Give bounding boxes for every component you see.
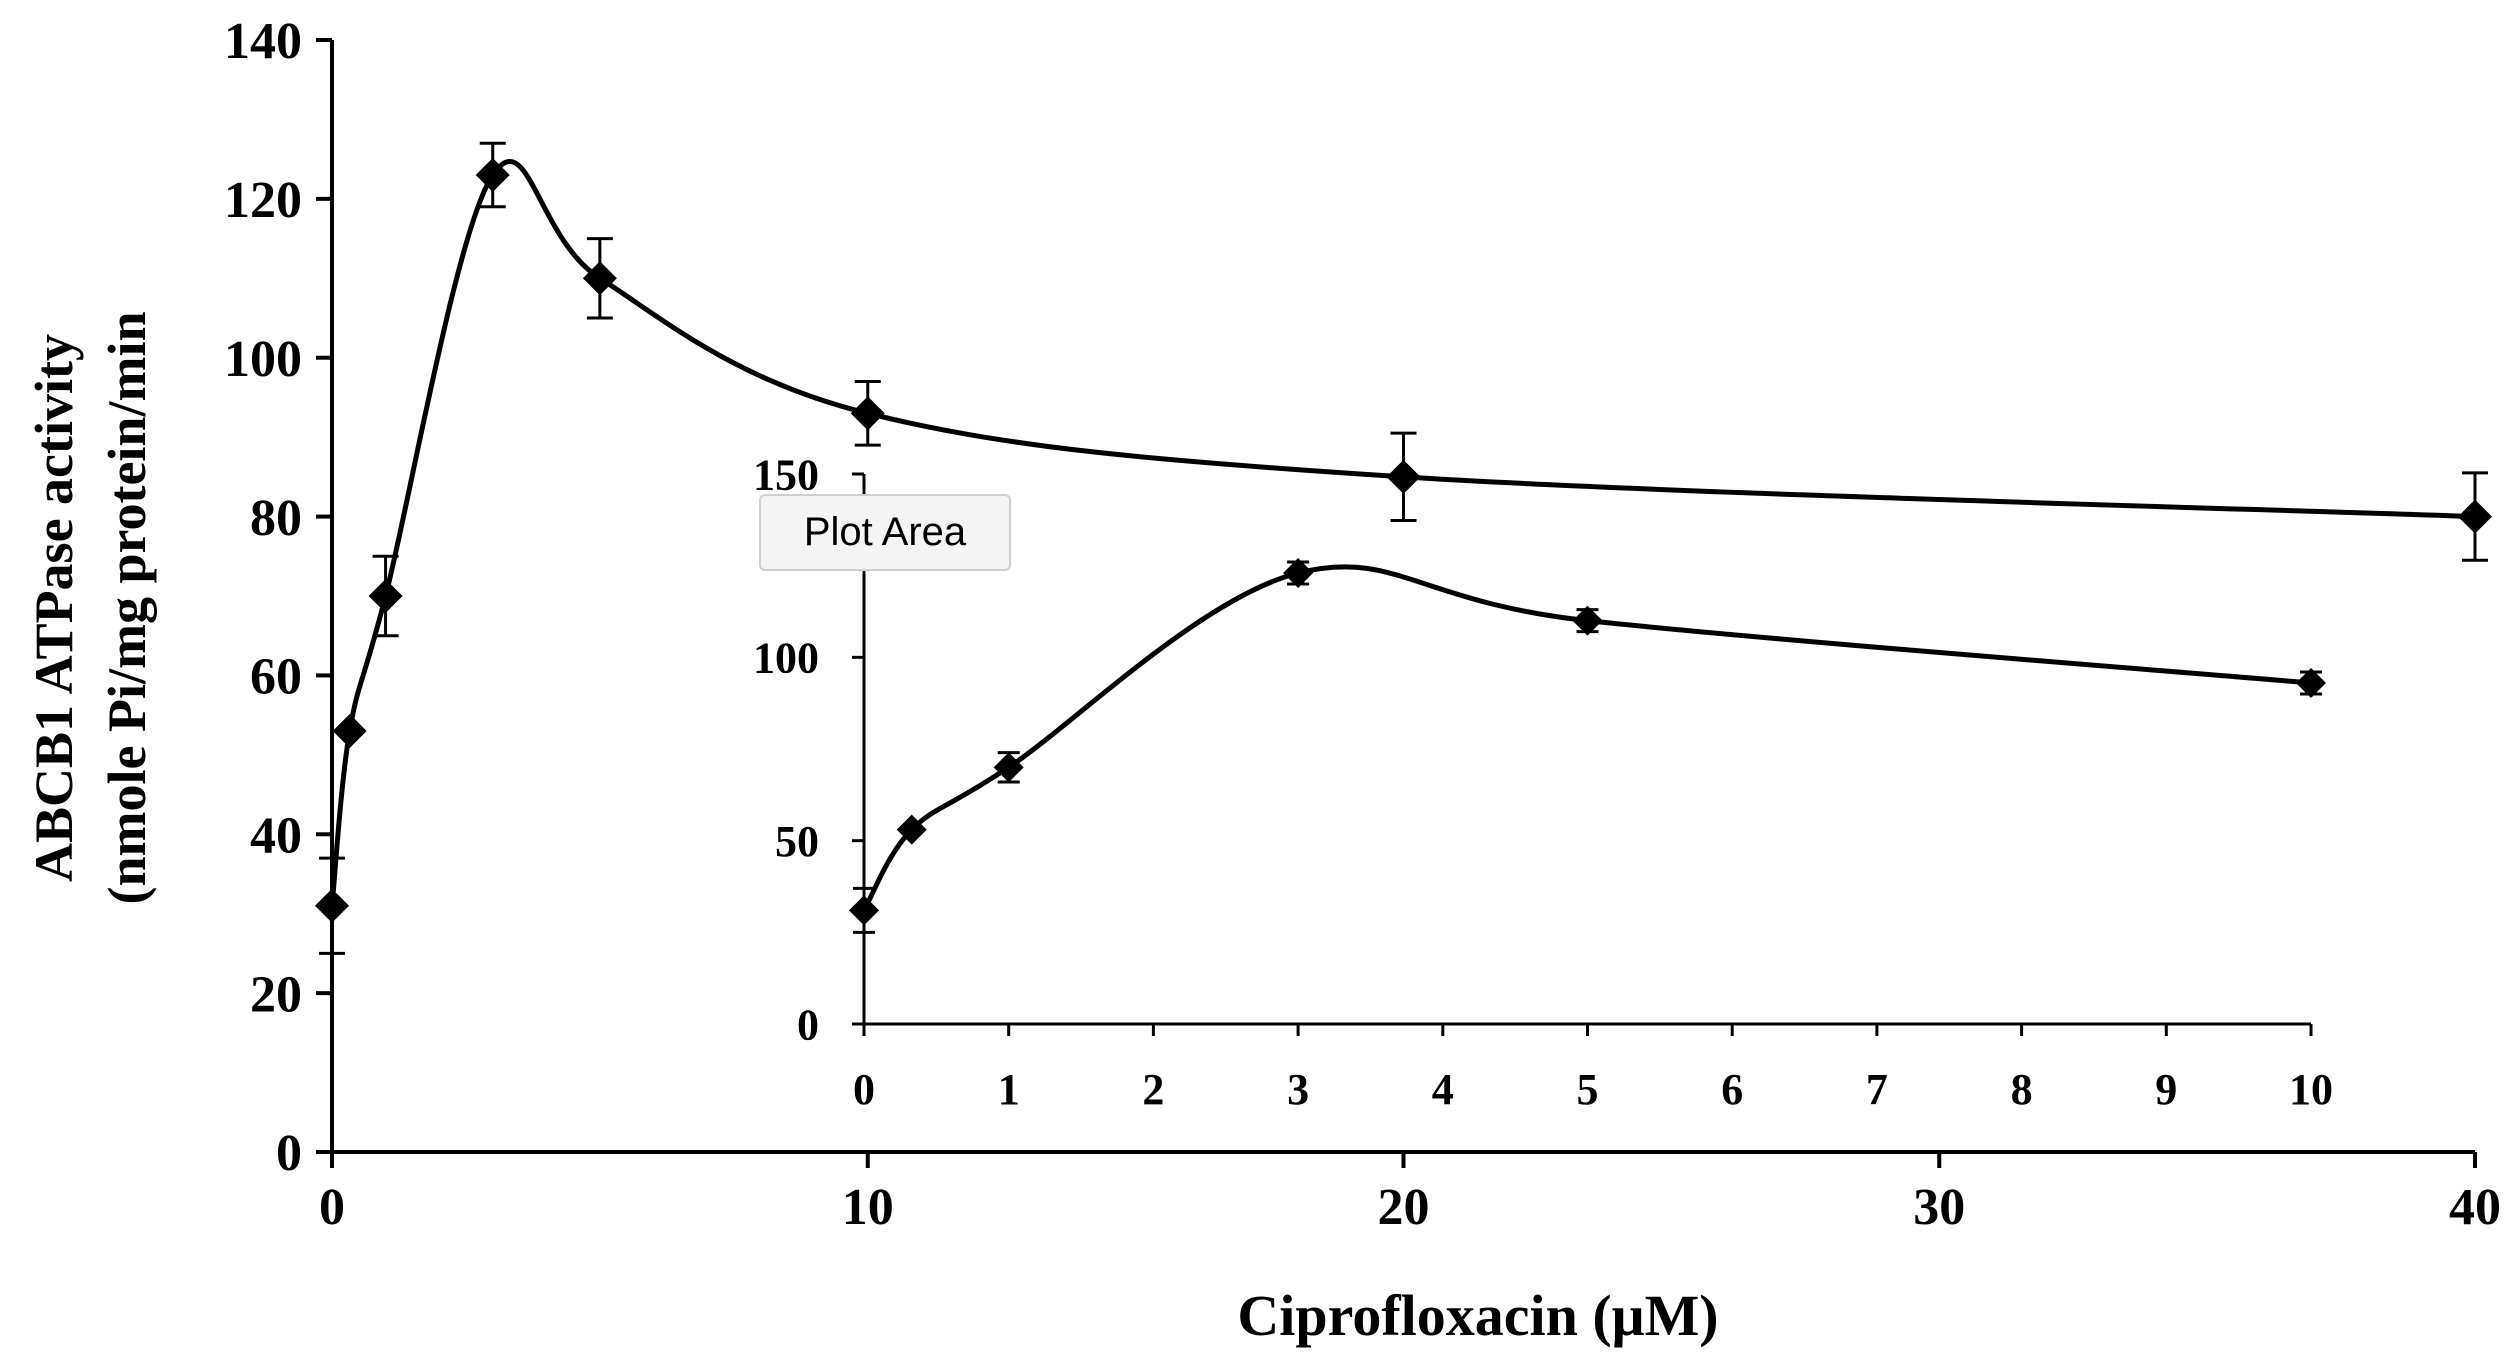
inset-data-point [896, 814, 927, 845]
main-data-point [315, 888, 349, 923]
main-y-tick-label: 0 [276, 1125, 302, 1182]
main-data-point [2458, 499, 2492, 534]
inset-axes [862, 474, 2311, 1026]
inset-y-tick-label: 50 [775, 817, 819, 866]
tooltip-text: Plot Area [804, 510, 967, 554]
inset-x-tick-label: 5 [1577, 1065, 1599, 1114]
plot-area-tooltip: Plot Area [759, 494, 1011, 571]
main-x-tick-label: 20 [1378, 1179, 1430, 1236]
inset-x-tick-label: 7 [1866, 1065, 1888, 1114]
inset-x-tick-label: 8 [2011, 1065, 2033, 1114]
inset-data-point [1283, 558, 1314, 588]
main-y-tick-label: 40 [250, 807, 302, 864]
main-y-axis-label: ABCB1 ATPase activity (nmole Pi/mg prote… [24, 312, 157, 905]
main-x-axis-label: Ciprofloxacin (μM) [1237, 1283, 1718, 1348]
main-y-tick-label: 140 [224, 13, 302, 70]
tooltip-box [759, 494, 1011, 571]
inset-x-tick-label: 3 [1287, 1065, 1309, 1114]
inset-x-tick-label: 6 [1721, 1065, 1743, 1114]
main-curve [329, 159, 2476, 907]
main-y-tick-label: 60 [250, 649, 302, 706]
inset-x-tick-label: 4 [1432, 1065, 1454, 1114]
main-data-point [850, 396, 885, 431]
main-data-point [582, 261, 617, 296]
main-y-tick-label: 120 [224, 172, 302, 229]
main-x-tick-label: 10 [842, 1179, 894, 1236]
inset-x-tick-label: 0 [853, 1065, 875, 1114]
inset-y-tick-label: 0 [797, 1000, 819, 1049]
inset-y-tick-label: 100 [753, 634, 819, 683]
inset-x-tick-label: 1 [998, 1065, 1020, 1114]
main-axes [330, 40, 2475, 1154]
main-series-line [329, 159, 2476, 907]
inset-x-tick-label: 9 [2155, 1065, 2177, 1114]
main-x-tick-label: 30 [1913, 1179, 1965, 1236]
main-y-axis-label-line2: (nmole Pi/mg protein/min [97, 312, 157, 905]
inset-data-point [1572, 605, 1603, 636]
main-data-point [1386, 459, 1421, 494]
main-x-tick-label: 40 [2449, 1179, 2501, 1236]
inset-data-point [2296, 668, 2326, 698]
inset-series-line [861, 564, 2312, 912]
inset-points [849, 558, 2326, 934]
main-y-tick-label: 20 [250, 966, 302, 1023]
main-y-axis-label-line1: ABCB1 ATPase activity [24, 334, 84, 882]
inset-x-tick-label: 10 [2289, 1065, 2333, 1114]
main-points [315, 141, 2492, 955]
main-y-tick-label: 80 [250, 490, 302, 547]
inset-curve [861, 564, 2312, 912]
main-data-point [368, 579, 403, 613]
inset-data-point [993, 752, 1024, 783]
main-y-tick-label: 100 [224, 331, 302, 388]
inset-data-point [849, 895, 879, 926]
main-data-point [332, 714, 367, 749]
inset-x-tick-label: 2 [1142, 1065, 1164, 1114]
inset-y-tick-label: 150 [753, 450, 819, 499]
main-x-tick-label: 0 [319, 1179, 345, 1236]
main-data-point [475, 158, 510, 193]
